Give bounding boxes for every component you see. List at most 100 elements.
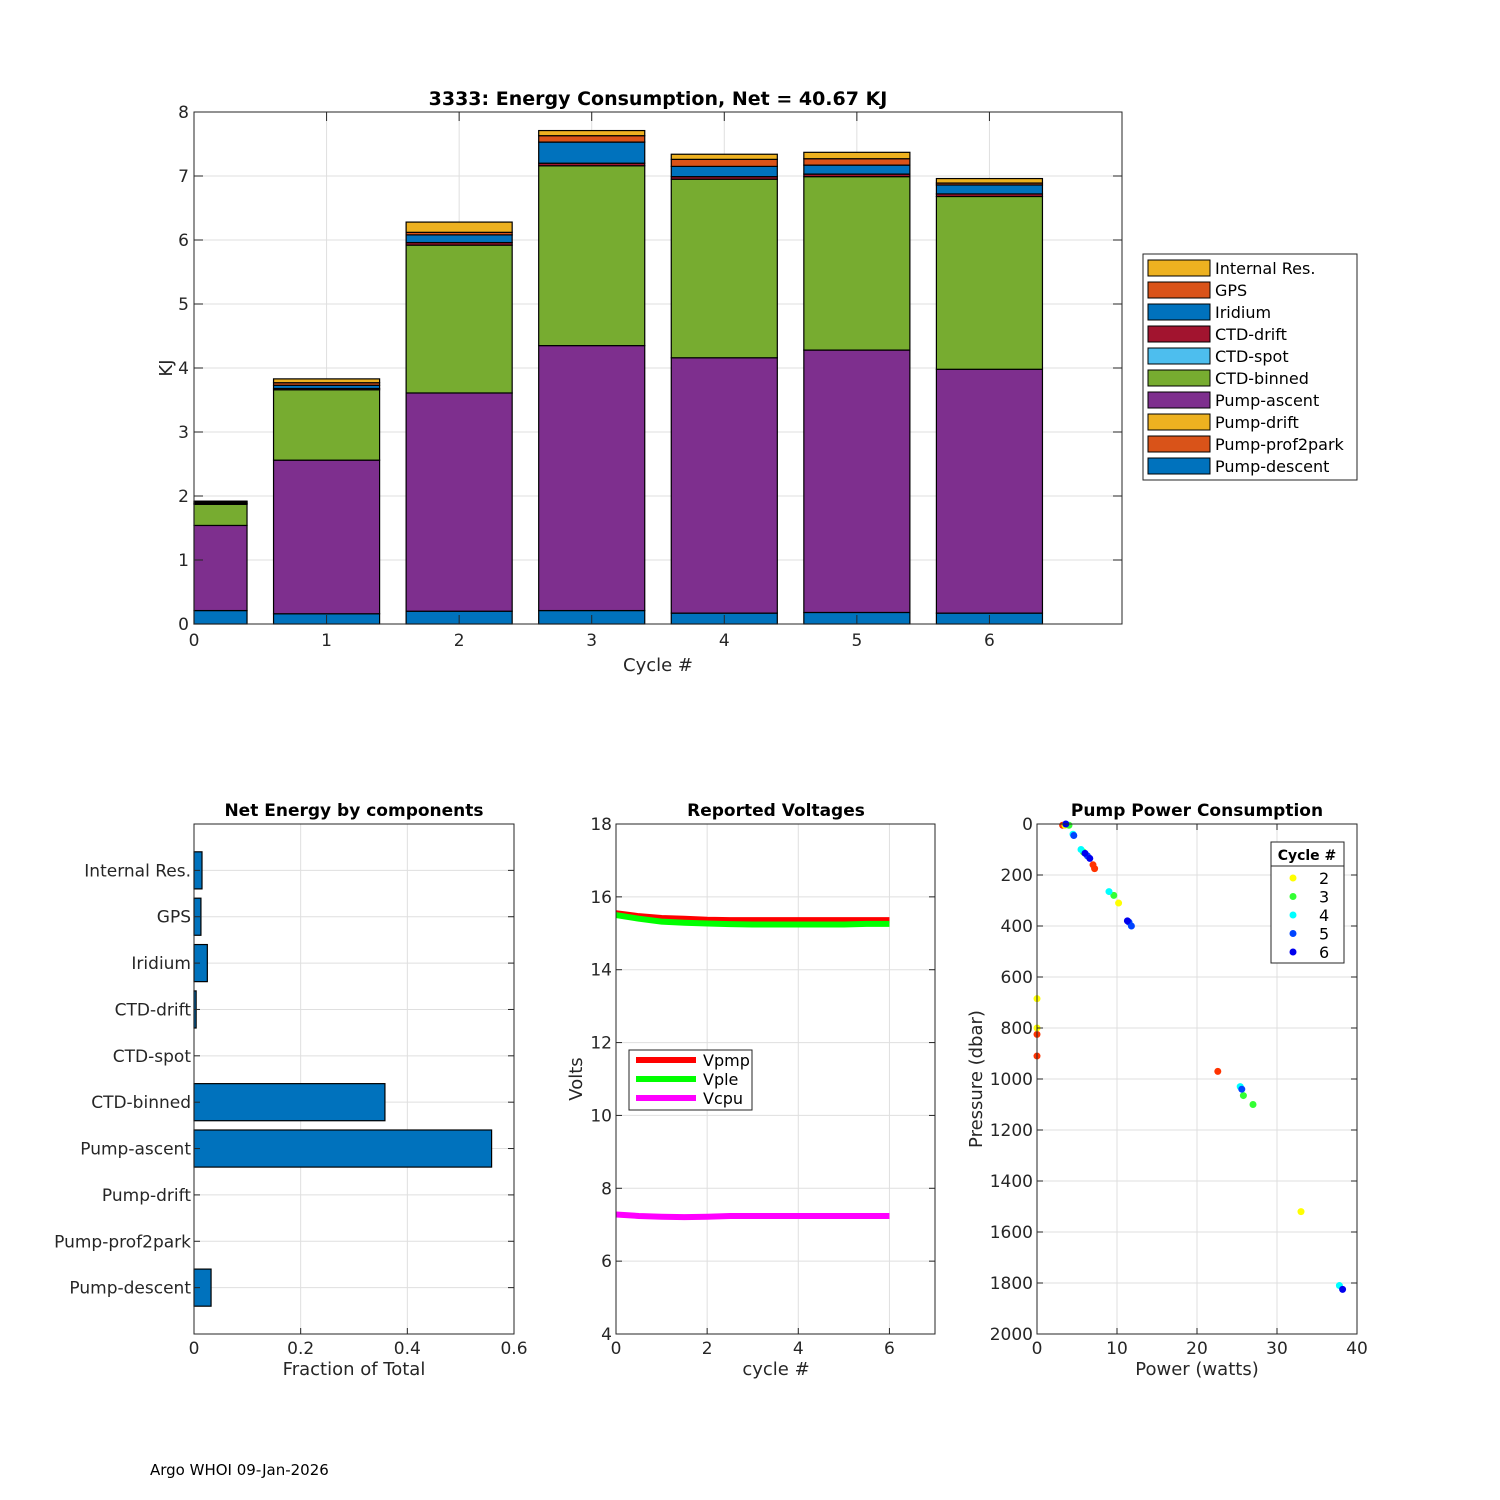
energy-legend-swatch xyxy=(1147,281,1211,299)
pump-legend-label: 4 xyxy=(1319,906,1329,925)
energy-bar-segment xyxy=(670,165,778,178)
energy-bar-segment xyxy=(935,177,1044,184)
pump-point-cycle-6 xyxy=(1123,917,1131,925)
energy-bar-segment xyxy=(193,500,248,503)
pump-ylabel: Pressure (dbar) xyxy=(966,1010,987,1148)
energy-legend-label: Pump-drift xyxy=(1215,413,1299,432)
pump-legend-label: 3 xyxy=(1319,888,1329,907)
energy-legend-label: CTD-drift xyxy=(1215,325,1287,344)
energy-ticks: 0 1 2 3 4 5 6 0 1 2 3 4 5 6 7 8 xyxy=(178,103,1122,651)
components-ytick-label: CTD-binned xyxy=(91,1093,191,1113)
energy-legend-swatch xyxy=(1147,369,1211,387)
components-grid xyxy=(193,824,515,1334)
energy-bar-segment xyxy=(538,135,646,143)
energy-xlabel: Cycle # xyxy=(623,655,693,676)
pump-legend-title: Cycle # xyxy=(1278,848,1337,864)
pump-point-cycle-4 xyxy=(1105,888,1113,896)
components-ytick-label: Pump-prof2park xyxy=(54,1232,191,1252)
voltages-ytick-label: 18 xyxy=(590,815,612,835)
pump-xtick-label: 30 xyxy=(1266,1339,1288,1359)
energy-ytick-label: 2 xyxy=(178,487,189,507)
pump-ytick-label: 600 xyxy=(1001,968,1033,988)
pump-legend-marker xyxy=(1289,911,1297,919)
voltages-axes-box xyxy=(615,823,936,1335)
energy-legend: Internal Res. GPS Iridium CTD-drift CTD-spot… xyxy=(1142,253,1358,481)
pump-points xyxy=(1033,820,1347,1293)
energy-ytick-label: 8 xyxy=(178,103,189,123)
energy-bar-segment xyxy=(538,141,646,164)
energy-bar-segment xyxy=(670,153,778,160)
energy-ytick-label: 3 xyxy=(178,423,189,443)
voltages-xtick-label: 4 xyxy=(793,1339,804,1359)
voltages-ytick-label: 8 xyxy=(601,1179,612,1199)
components-xlabel: Fraction of Total xyxy=(283,1359,426,1380)
pump-ticks: 0 10 20 30 400200400600800100012001400160018… xyxy=(990,815,1368,1359)
energy-legend-swatch xyxy=(1147,303,1211,321)
components-bar xyxy=(193,1129,493,1168)
pump-legend-marker xyxy=(1289,930,1297,937)
pump-xtick-label: 10 xyxy=(1106,1339,1128,1359)
energy-legend-label: GPS xyxy=(1215,281,1247,300)
energy-legend-swatch xyxy=(1147,259,1211,277)
pump-ytick-label: 0 xyxy=(1022,815,1033,835)
voltages-ytick-label: 10 xyxy=(590,1106,612,1126)
pump-point-cycle-6 xyxy=(1339,1285,1347,1293)
components-bar xyxy=(193,1083,386,1122)
components-ytick-label: Pump-ascent xyxy=(80,1140,191,1160)
pump-legend-label: 5 xyxy=(1319,925,1329,944)
components-ytick-label: CTD-spot xyxy=(113,1047,192,1067)
components-ytick-label: GPS xyxy=(157,908,191,928)
voltages-title: Reported Voltages xyxy=(687,801,865,821)
components-ytick-label: Iridium xyxy=(131,954,191,974)
energy-bar-segment xyxy=(803,158,911,166)
pump-xtick-label: 40 xyxy=(1346,1339,1368,1359)
energy-bar-segment xyxy=(935,184,1044,195)
pump-point-cycle-6 xyxy=(1081,849,1089,857)
pump-xtick-label: 0 xyxy=(1032,1339,1043,1359)
components-ticks: 0 0.2 0.4 0.6 Internal Res. GPS Iridium CTD-dri… xyxy=(54,861,527,1359)
energy-bars xyxy=(193,129,1044,625)
energy-xtick-label: 3 xyxy=(586,631,597,651)
energy-xtick-label: 5 xyxy=(851,631,862,651)
energy-xtick-label: 4 xyxy=(719,631,730,651)
pump-ytick-label: 1200 xyxy=(990,1121,1033,1141)
pump-legend-marker xyxy=(1289,893,1297,900)
energy-bar-segment xyxy=(405,392,513,612)
energy-xtick-label: 2 xyxy=(454,631,465,651)
pump-title: Pump Power Consumption xyxy=(1071,801,1323,821)
pump-ytick-label: 200 xyxy=(1001,866,1033,886)
energy-bar-segment xyxy=(670,178,778,359)
voltages-legend-label: Vple xyxy=(703,1070,738,1089)
voltages-legend-label: Vcpu xyxy=(703,1089,743,1108)
pump-legend-box xyxy=(1270,841,1345,964)
pump-point-cycle-1 xyxy=(1214,1067,1222,1075)
pump-point-cycle-5 xyxy=(1238,1085,1246,1093)
pump-legend-label: 2 xyxy=(1319,869,1329,888)
energy-ylabel: KJ xyxy=(156,359,177,376)
energy-bar-segment xyxy=(193,609,248,625)
energy-bar-segment xyxy=(272,459,381,615)
components-title: Net Energy by components xyxy=(224,801,483,821)
pump-xlabel: Power (watts) xyxy=(1135,1359,1258,1380)
energy-legend-swatch xyxy=(1147,457,1211,475)
energy-bar-segment xyxy=(405,244,513,394)
components-ytick-label: CTD-drift xyxy=(115,1000,192,1020)
pump-ytick-label: 800 xyxy=(1001,1019,1033,1039)
energy-ytick-label: 6 xyxy=(178,231,189,251)
pump-ytick-label: 1400 xyxy=(990,1172,1033,1192)
energy-legend-swatch xyxy=(1147,347,1211,365)
energy-bar-segment xyxy=(935,368,1044,614)
energy-legend-label: CTD-binned xyxy=(1215,369,1309,388)
pump-ytick-label: 1000 xyxy=(990,1070,1033,1090)
components-chart: 0 0.2 0.4 0.6 Internal Res. GPS Iridium CTD-dri… xyxy=(54,801,527,1380)
components-xtick-label: 0 xyxy=(189,1339,200,1359)
pump-ytick-label: 1800 xyxy=(990,1274,1033,1294)
pump-point-cycle-3 xyxy=(1110,891,1118,899)
energy-bar-segment xyxy=(405,221,513,233)
energy-bar-segment xyxy=(538,165,646,347)
components-ytick-label: Internal Res. xyxy=(84,861,191,881)
voltages-legend-label: Vpmp xyxy=(703,1051,750,1070)
pump-point-cycle-5 xyxy=(1070,831,1078,839)
